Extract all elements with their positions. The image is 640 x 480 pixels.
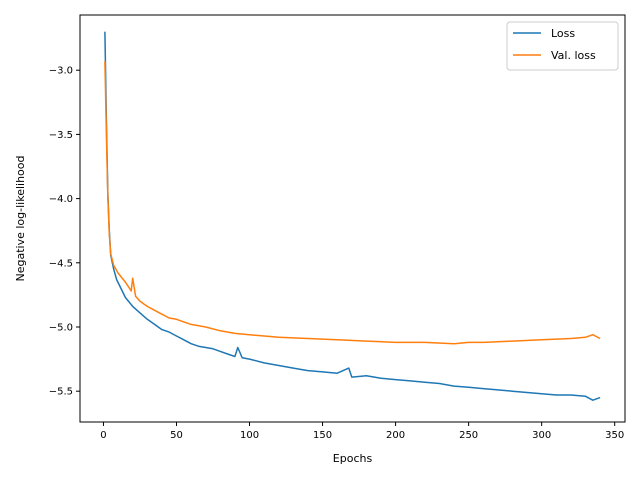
x-tick-label: 250 [459, 430, 478, 441]
x-tick-label: 150 [313, 430, 332, 441]
y-tick-label: −5.5 [49, 387, 73, 398]
y-tick-label: −4.5 [49, 258, 73, 269]
x-tick-label: 50 [170, 430, 183, 441]
y-tick-label: −4.0 [49, 194, 73, 205]
series-layer [104, 31, 601, 401]
x-axis-ticks: 0 50 100 150 200 250 300 350 [100, 422, 624, 441]
y-axis-ticks: −3.0 −3.5 −4.0 −4.5 −5.0 −5.5 [49, 66, 80, 398]
x-tick-label: 350 [605, 430, 624, 441]
legend-label-val-loss: Val. loss [551, 49, 596, 62]
x-axis-label: Epochs [333, 452, 373, 465]
legend-label-loss: Loss [551, 27, 575, 40]
series-line-loss [104, 31, 601, 401]
y-tick-label: −3.0 [49, 66, 73, 77]
x-tick-label: 300 [532, 430, 551, 441]
y-tick-label: −5.0 [49, 322, 73, 333]
plot-background [80, 15, 625, 422]
x-tick-label: 100 [240, 430, 259, 441]
x-tick-label: 0 [100, 430, 106, 441]
y-tick-label: −3.5 [49, 130, 73, 141]
legend-frame [506, 21, 619, 71]
y-axis-label: Negative log-likelihood [14, 156, 27, 282]
plot-frame [79, 14, 626, 423]
legend: Loss Val. loss [506, 21, 619, 71]
series-line-val-loss [104, 61, 601, 345]
x-tick-label: 200 [386, 430, 405, 441]
